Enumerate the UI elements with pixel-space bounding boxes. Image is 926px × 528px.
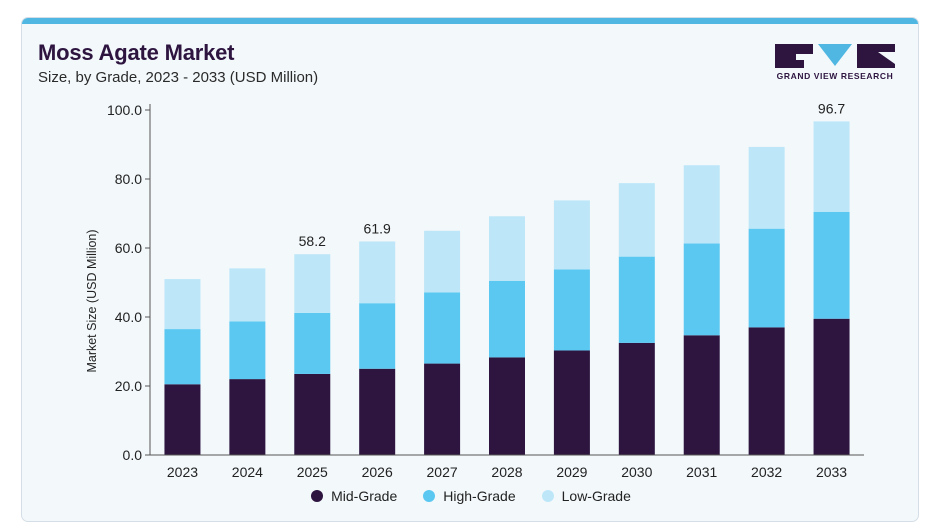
bar-low-grade-2024 — [229, 268, 266, 322]
bar-low-grade-2025 — [294, 254, 331, 313]
bar-high-grade-2026 — [359, 303, 396, 369]
legend-label: High-Grade — [443, 488, 516, 504]
bar-low-grade-2023 — [164, 279, 201, 330]
bars — [164, 121, 850, 455]
legend-swatch-icon — [311, 490, 324, 502]
legend-item-high-grade: High-Grade — [423, 488, 516, 504]
x-tick-label: 2029 — [556, 464, 587, 480]
bar-low-grade-2027 — [424, 230, 461, 293]
x-tick-label: 2024 — [232, 464, 263, 480]
bar-high-grade-2030 — [618, 256, 655, 343]
bar-high-grade-2025 — [294, 312, 331, 374]
y-tick-label: 60.0 — [115, 240, 142, 256]
bar-mid-grade-2023 — [164, 384, 201, 455]
legend-label: Low-Grade — [561, 488, 631, 504]
y-tick-label: 20.0 — [115, 378, 142, 394]
data-label-2033: 96.7 — [818, 100, 845, 116]
y-axis-label: Market Size (USD Million) — [85, 229, 99, 372]
bar-high-grade-2024 — [229, 321, 266, 380]
bar-mid-grade-2030 — [618, 342, 655, 455]
bar-mid-grade-2029 — [553, 350, 590, 455]
y-tick-label: 100.0 — [107, 102, 142, 118]
y-tick-label: 80.0 — [115, 171, 142, 187]
bar-mid-grade-2032 — [748, 327, 785, 455]
y-axis: 0.0 20.0 40.0 60.0 80.0 100.0 — [107, 102, 151, 463]
x-tick-label: 2027 — [427, 464, 458, 480]
chart-card: Moss Agate Market Size, by Grade, 2023 -… — [21, 17, 919, 522]
bar-mid-grade-2033 — [813, 318, 850, 455]
bar-high-grade-2023 — [164, 329, 201, 385]
y-tick-label: 0.0 — [123, 447, 143, 463]
legend-item-mid-grade: Mid-Grade — [311, 488, 397, 504]
x-tick-label: 2025 — [297, 464, 328, 480]
x-tick-label: 2023 — [167, 464, 198, 480]
legend-label: Mid-Grade — [331, 488, 398, 504]
accent-bar — [22, 18, 918, 24]
bar-low-grade-2032 — [748, 146, 785, 229]
bar-low-grade-2031 — [683, 165, 720, 244]
bar-high-grade-2029 — [553, 269, 590, 351]
chart-title: Moss Agate Market — [38, 40, 235, 65]
bar-high-grade-2031 — [683, 243, 720, 336]
legend-swatch-icon — [541, 490, 554, 502]
bar-mid-grade-2025 — [294, 373, 331, 455]
legend: Mid-Grade High-Grade Low-Grade — [22, 488, 918, 504]
x-tick-label: 2033 — [816, 464, 847, 480]
data-label-2026: 61.9 — [364, 220, 391, 236]
stacked-bar-chart: Market Size (USD Million) 0.0 20.0 40.0 60.… — [85, 100, 864, 480]
x-axis: 2023 2024 2025 2026 2027 2028 2029 2030 2031 2032… — [150, 454, 864, 480]
bar-low-grade-2030 — [618, 183, 655, 257]
x-tick-label: 2030 — [621, 464, 652, 480]
logo-mark-icon — [775, 44, 895, 68]
data-labels: 58.2 61.9 96.7 — [299, 100, 846, 249]
bar-high-grade-2027 — [424, 292, 461, 364]
bar-low-grade-2026 — [359, 241, 396, 304]
bar-mid-grade-2031 — [683, 335, 720, 455]
bar-high-grade-2033 — [813, 211, 850, 319]
x-tick-label: 2026 — [362, 464, 393, 480]
x-tick-label: 2028 — [491, 464, 522, 480]
chart-subtitle: Size, by Grade, 2023 - 2033 (USD Million… — [38, 69, 319, 86]
logo-text: GRAND VIEW RESEARCH — [776, 71, 894, 81]
bar-low-grade-2033 — [813, 121, 850, 212]
grand-view-research-logo: GRAND VIEW RESEARCH — [770, 44, 900, 96]
legend-item-low-grade: Low-Grade — [541, 488, 631, 504]
bar-mid-grade-2026 — [359, 368, 396, 455]
bar-mid-grade-2028 — [489, 357, 525, 455]
bar-mid-grade-2027 — [424, 363, 461, 455]
bar-high-grade-2028 — [489, 280, 525, 358]
x-tick-label: 2032 — [751, 464, 782, 480]
x-tick-label: 2031 — [686, 464, 717, 480]
bar-low-grade-2028 — [489, 216, 525, 281]
bar-mid-grade-2024 — [229, 379, 266, 455]
data-label-2025: 58.2 — [299, 233, 326, 249]
bar-low-grade-2029 — [553, 200, 590, 270]
bar-high-grade-2032 — [748, 228, 785, 328]
y-tick-label: 40.0 — [115, 309, 142, 325]
legend-swatch-icon — [423, 490, 436, 502]
